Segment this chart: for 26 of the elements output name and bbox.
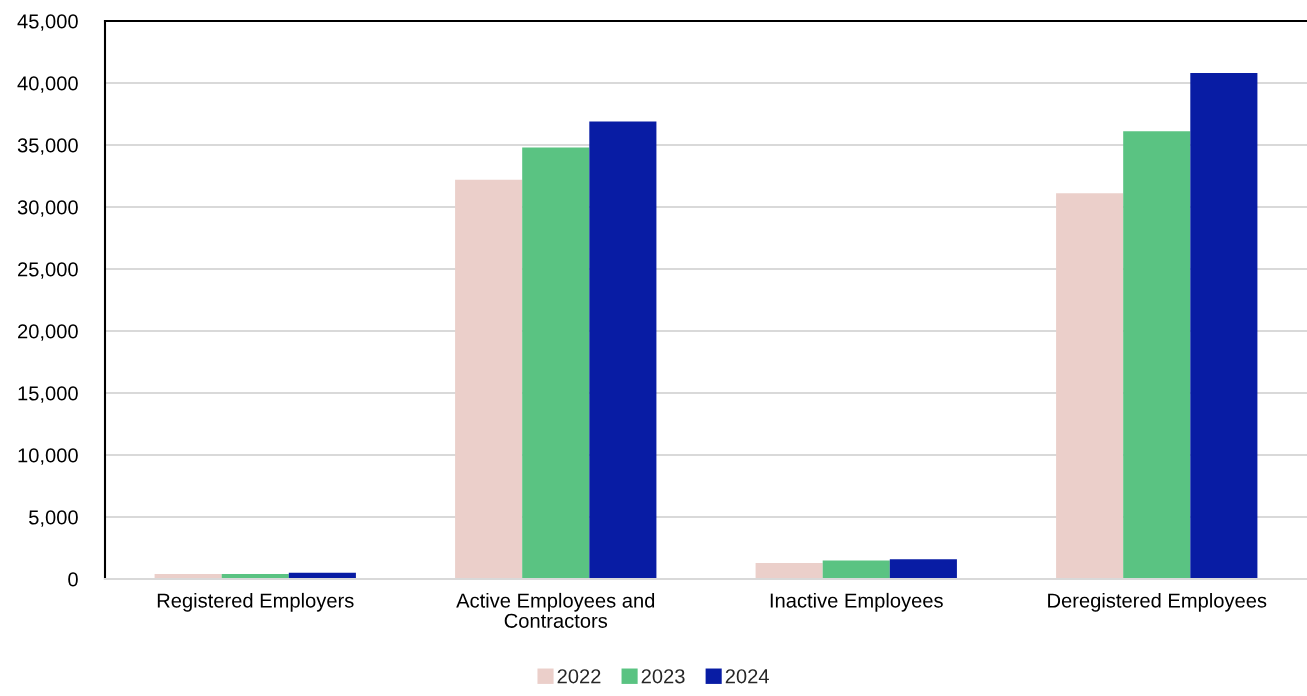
y-tick-label: 15,000 <box>18 386 78 403</box>
y-tick-label: 45,000 <box>17 14 78 31</box>
legend-label: 2022 <box>557 669 601 684</box>
bar <box>589 121 657 579</box>
legend-label: 2023 <box>641 669 685 684</box>
bar <box>822 560 890 579</box>
bar <box>522 147 590 579</box>
bar <box>1123 131 1191 579</box>
y-tick-label: 25,000 <box>18 262 78 279</box>
y-tick-label: 5,000 <box>29 510 78 527</box>
x-tick-label: Registered Employers <box>157 592 354 612</box>
legend-label: 2024 <box>725 669 769 684</box>
y-tick-label: 10,000 <box>18 448 78 465</box>
y-tick-label: 40,000 <box>17 76 78 93</box>
bar <box>1056 193 1124 579</box>
x-tick-label: Active Employees and Contractors <box>456 592 655 628</box>
bar <box>455 179 523 579</box>
y-tick-label: 30,000 <box>17 200 78 217</box>
y-tick-label: 35,000 <box>17 138 78 155</box>
bar <box>889 559 957 579</box>
y-tick-label: 0 <box>68 572 78 587</box>
x-tick-label: Inactive Employees <box>770 592 943 612</box>
y-tick-label: 20,000 <box>18 324 78 341</box>
x-tick-label: Deregistered Employees <box>1048 592 1267 612</box>
bar <box>1190 73 1258 579</box>
bar <box>755 562 823 579</box>
